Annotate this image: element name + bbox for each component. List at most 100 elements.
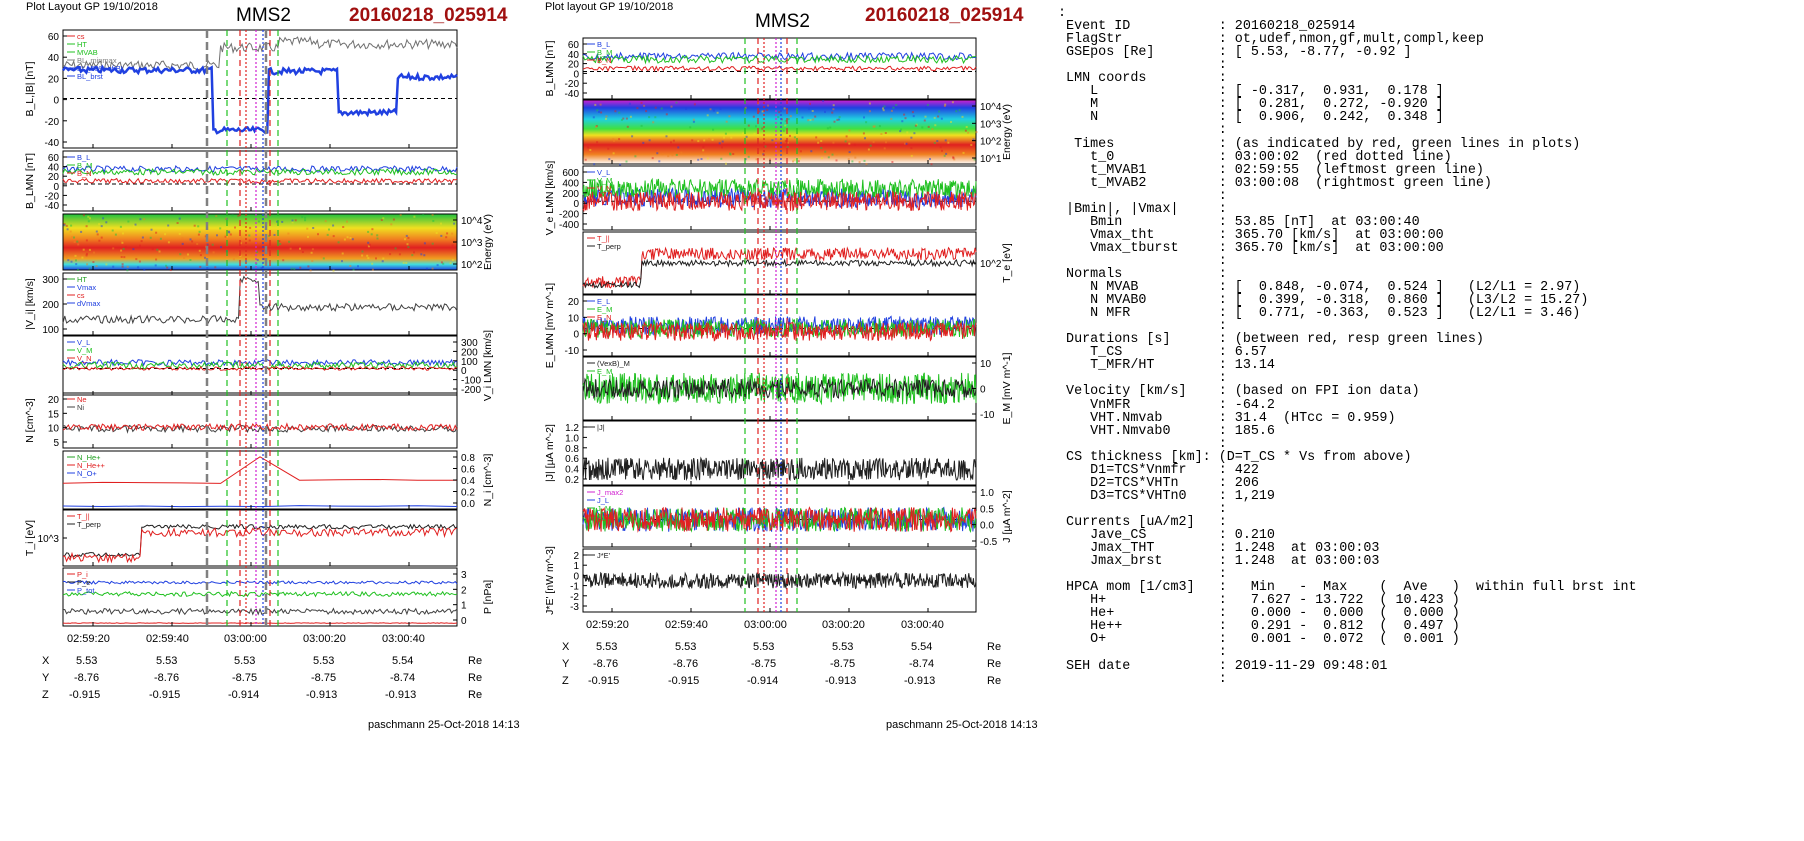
- spectrogram-pixel: [224, 235, 227, 238]
- spectrogram-pixel: [220, 246, 222, 249]
- spectrogram-pixel: [761, 127, 764, 130]
- series-line: [62, 590, 458, 598]
- spectrogram-pixel: [910, 147, 913, 150]
- spectrogram-pixel: [926, 103, 929, 106]
- spectrogram-pixel: [307, 235, 309, 238]
- spectrogram-pixel: [652, 121, 655, 124]
- spectrogram-pixel: [114, 233, 117, 236]
- legend-label: B_L: [597, 40, 610, 49]
- left-footer: paschmann 25-Oct-2018 14:13: [368, 719, 520, 731]
- spectrogram-pixel: [77, 268, 79, 271]
- y-tick-label: -40: [565, 89, 580, 100]
- spectrogram-pixel: [282, 259, 285, 262]
- spectrogram-pixel: [137, 266, 140, 269]
- spectrogram-pixel: [198, 249, 201, 252]
- spectrogram-pixel: [820, 140, 823, 142]
- spectrogram-pixel: [645, 110, 648, 113]
- legend-label: HT: [77, 275, 87, 284]
- y-tick-label: 200: [461, 347, 478, 358]
- legend-label: E_M: [597, 305, 612, 314]
- spectrogram-pixel: [729, 153, 732, 156]
- info-line: CS thickness [km]: (D=T_CS * Vs from abo…: [1058, 449, 1412, 465]
- spectrogram-pixel: [431, 267, 434, 270]
- spectrogram-pixel: [343, 238, 346, 241]
- spectrogram-pixel: [151, 248, 154, 251]
- y-tick-label: -20: [565, 79, 580, 90]
- spectrogram-pixel: [718, 142, 721, 145]
- spectrogram-pixel: [263, 257, 266, 260]
- y-tick-label: 5: [53, 438, 59, 449]
- spectrogram-pixel: [82, 214, 85, 217]
- spectrogram-pixel: [380, 219, 383, 221]
- spectrogram-pixel: [708, 138, 711, 141]
- pos-value: 5.53: [832, 641, 854, 653]
- spectrogram-pixel: [811, 110, 814, 112]
- y-tick-label: 0: [461, 366, 467, 377]
- spectrogram-pixel: [958, 109, 961, 112]
- spectrogram-pixel: [371, 228, 374, 231]
- spectrogram-pixel: [672, 139, 675, 142]
- spectrogram-pixel: [945, 152, 948, 155]
- y-tick-label: -3: [570, 602, 579, 613]
- legend-label: cs: [77, 291, 85, 300]
- y-tick-label: 400: [562, 178, 579, 189]
- spectrogram-pixel: [100, 225, 103, 228]
- y-tick-label: -10: [980, 410, 995, 421]
- spectrogram-pixel: [675, 153, 678, 156]
- y-tick-label: 0.5: [980, 504, 994, 515]
- spectrogram-pixel: [299, 266, 302, 269]
- spectrogram-pixel: [294, 219, 297, 222]
- spectrogram-pixel: [293, 267, 296, 270]
- middle-spacecraft-title: MMS2: [755, 11, 810, 32]
- spectrogram-pixel: [692, 120, 695, 123]
- panel-frame: [582, 420, 977, 486]
- y-tick-label: 0.0: [461, 499, 475, 510]
- spectrogram-pixel: [451, 259, 454, 262]
- spectrogram-pixel: [288, 240, 291, 243]
- info-line: D1=TCS*Vnmfr : 422: [1058, 462, 1259, 478]
- spectrogram-pixel: [829, 126, 832, 129]
- legend-label: P_tot: [77, 586, 95, 595]
- spectrogram-pixel: [341, 252, 344, 255]
- y-tick-label: 20: [48, 172, 60, 183]
- spectrogram-pixel: [671, 154, 674, 157]
- spectrogram-pixel: [196, 243, 199, 245]
- spectrogram-pixel: [719, 107, 722, 110]
- spectrogram-pixel: [405, 262, 408, 264]
- legend-label: V_N: [597, 184, 612, 193]
- middle-event-title: 20160218_025914: [865, 5, 1024, 26]
- spectrogram-pixel: [890, 109, 893, 112]
- info-line: VnMFR : -64.2: [1058, 397, 1275, 413]
- spectrogram-pixel: [349, 264, 352, 267]
- legend-label: B_N: [597, 56, 612, 65]
- spectrogram-pixel: [634, 155, 637, 158]
- y-axis-label: B_L,|B| [nT]: [24, 61, 36, 116]
- spectrogram-pixel: [187, 253, 189, 256]
- spectrogram-pixel: [885, 141, 887, 144]
- spectrogram-pixel: [883, 105, 886, 108]
- series-line: [582, 54, 977, 65]
- spectrogram-pixel: [301, 251, 304, 253]
- legend-label: MVAB: [77, 48, 98, 57]
- middle-layout-label: Plot layout GP 19/10/2018: [545, 1, 674, 13]
- spectrogram-pixel: [584, 158, 587, 161]
- pos-unit: Re: [468, 689, 483, 701]
- spectrogram-pixel: [440, 261, 443, 264]
- spectrogram-pixel: [640, 101, 643, 104]
- y-tick-label: 200: [42, 300, 59, 311]
- info-line: Durations [s] : (between red, resp green…: [1058, 332, 1484, 348]
- y-tick-label: 0.6: [461, 465, 475, 476]
- panel-frame: [62, 29, 458, 149]
- spectrogram-pixel: [697, 140, 700, 143]
- spectrogram-pixel: [122, 232, 124, 235]
- spectrogram-pixel: [675, 101, 678, 104]
- spectrogram-pixel: [822, 100, 825, 102]
- y-axis-label: B_LMN [nT]: [24, 153, 36, 209]
- info-line: Bmin : 53.85 [nT] at 03:00:40: [1058, 214, 1420, 230]
- spectrogram-pixel: [77, 243, 80, 246]
- spectrogram-pixel: [268, 234, 271, 237]
- y-tick-label: 100: [461, 357, 478, 368]
- pos-value: 5.53: [156, 655, 178, 667]
- series-line: [62, 165, 458, 174]
- spectrogram-pixel: [636, 107, 639, 110]
